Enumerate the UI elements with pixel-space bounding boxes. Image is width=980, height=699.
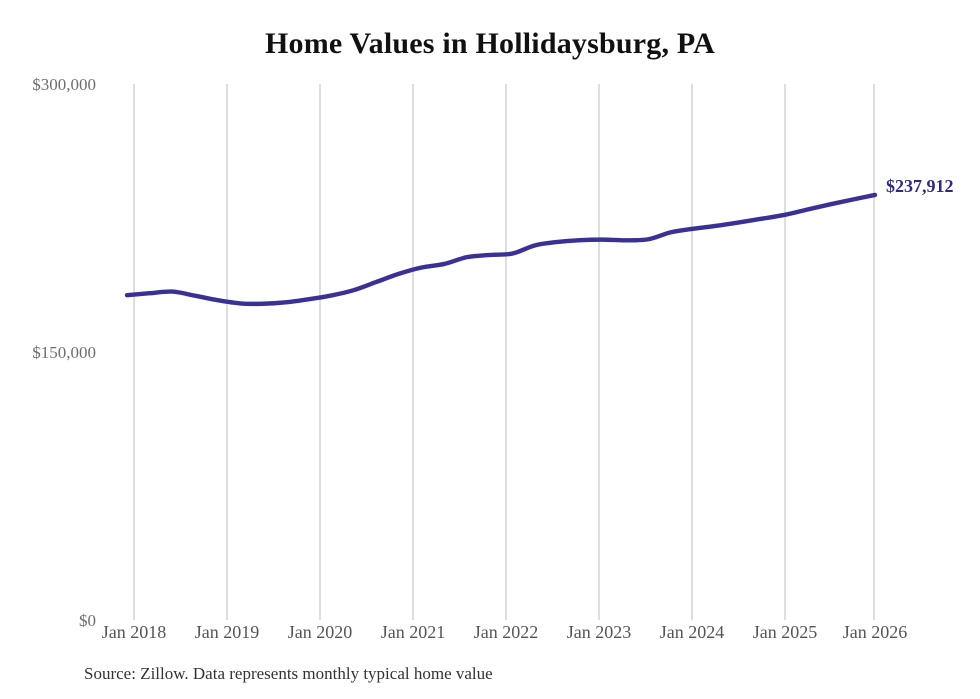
ytick-label-0: $0: [79, 611, 96, 630]
source-note: Source: Zillow. Data represents monthly …: [84, 664, 493, 683]
xtick-label-jan-2022: Jan 2022: [473, 622, 539, 642]
ytick-label-150000: $150,000: [32, 343, 96, 362]
end-value-label: $237,912: [886, 176, 954, 196]
xtick-label-jan-2025: Jan 2025: [752, 622, 818, 642]
home-value-line-series: [124, 192, 878, 307]
page-title: Home Values in Hollidaysburg, PA: [264, 27, 716, 60]
xtick-label-jan-2021: Jan 2021: [380, 622, 446, 642]
ytick-label-300000: $300,000: [32, 75, 96, 94]
xtick-label-jan-2018: Jan 2018: [101, 622, 167, 642]
xtick-label-jan-2020: Jan 2020: [287, 622, 353, 642]
xtick-label-jan-2026: Jan 2026: [842, 622, 908, 642]
gridlines: [133, 84, 875, 620]
xtick-label-jan-2019: Jan 2019: [194, 622, 260, 642]
xtick-label-jan-2024: Jan 2024: [659, 622, 725, 642]
xtick-label-jan-2023: Jan 2023: [566, 622, 632, 642]
